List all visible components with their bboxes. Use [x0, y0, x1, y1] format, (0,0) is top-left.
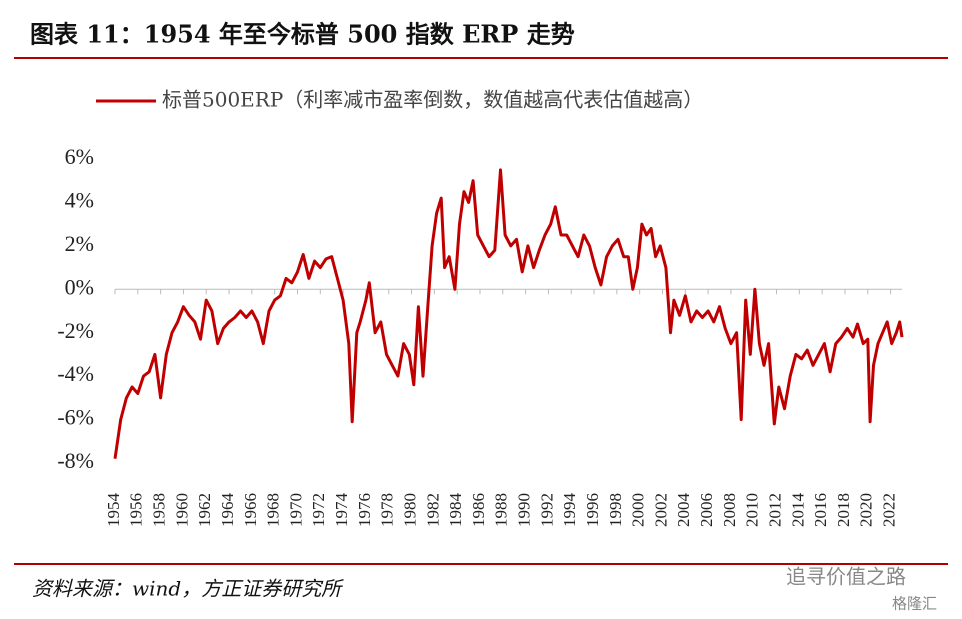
x-tick-label: 1998: [606, 493, 625, 527]
x-tick-label: 2006: [697, 493, 716, 527]
x-tick-label: 2008: [720, 493, 739, 527]
x-tick-label: 2016: [811, 493, 830, 527]
data-line: [113, 168, 904, 459]
x-tick-label: 2000: [629, 493, 648, 527]
x-tick-label: 1990: [515, 493, 534, 527]
x-tick-label: 1972: [309, 493, 328, 527]
x-tick-label: 1974: [332, 493, 351, 528]
x-tick-label: 2020: [857, 493, 876, 527]
x-tick-label: 1980: [400, 493, 419, 527]
x-tick-label: 1962: [195, 493, 214, 527]
x-tick-label: 2018: [834, 493, 853, 527]
x-tick-label: 1968: [264, 493, 283, 527]
watermark: 追寻价值之路: [786, 565, 906, 589]
x-tick-label: 1982: [423, 493, 442, 527]
y-tick-label: 4%: [65, 187, 94, 212]
x-tick-label: 2004: [674, 493, 693, 528]
x-tick-label: 1956: [127, 493, 146, 527]
y-tick-label: -4%: [57, 361, 94, 386]
x-tick-label: 1954: [104, 493, 123, 528]
x-tick-label: 2022: [880, 493, 899, 527]
y-tick-label: -2%: [57, 318, 94, 343]
y-tick-label: 6%: [65, 144, 94, 169]
source: 资料来源：wind，方正证券研究所: [32, 577, 344, 601]
x-tick-label: 2010: [743, 493, 762, 527]
x-tick-label: 2002: [651, 493, 670, 527]
watermark-2: 格隆汇: [892, 595, 937, 613]
x-tick-label: 2012: [765, 493, 784, 527]
x-tick-label: 1964: [218, 493, 237, 528]
x-tick-label: 1984: [446, 493, 465, 528]
x-tick-label: 1966: [241, 493, 260, 527]
x-tick-label: 1970: [286, 493, 305, 527]
y-tick-label: -8%: [57, 448, 94, 473]
y-tick-label: 0%: [65, 274, 94, 299]
x-tick-label: 1994: [560, 493, 579, 528]
y-tick-label: 2%: [65, 231, 94, 256]
y-tick-label: -6%: [57, 405, 94, 430]
x-tick-label: 1978: [378, 493, 397, 527]
x-tick-label: 1960: [172, 493, 191, 527]
x-tick-label: 2014: [788, 493, 807, 528]
legend-label: 标普500ERP（利率减市盈率倒数，数值越高代表估值越高）: [162, 88, 703, 112]
x-tick-label: 1992: [537, 493, 556, 527]
x-tick-label: 1976: [355, 493, 374, 527]
x-tick-label: 1986: [469, 493, 488, 527]
x-tick-label: 1996: [583, 493, 602, 527]
x-tick-label: 1958: [150, 493, 169, 527]
x-tick-label: 1988: [492, 493, 511, 527]
chart-title: 图表 11：1954 年至今标普 500 指数 ERP 走势: [30, 20, 575, 49]
